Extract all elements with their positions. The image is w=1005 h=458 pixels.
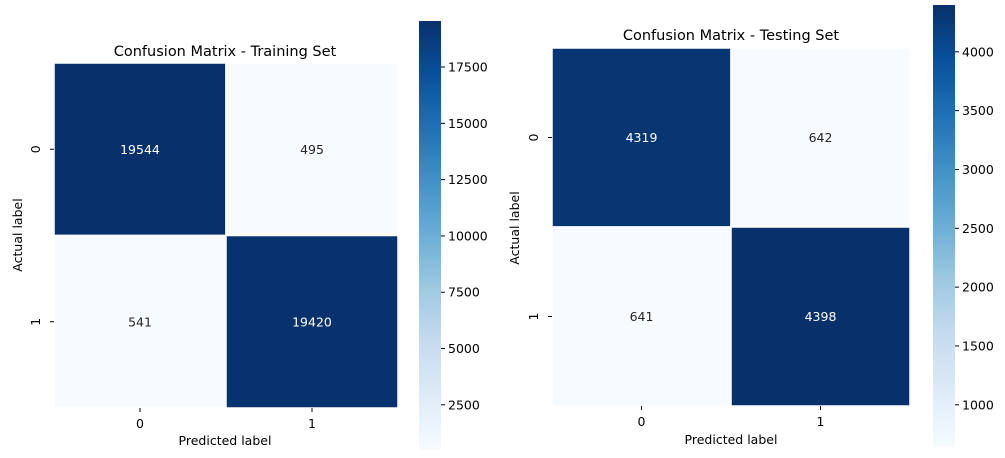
colorbar-tick-label: 4000 — [962, 44, 994, 59]
x-tick-label: 1 — [817, 414, 825, 429]
testing-colorbar-ticks: 1000 1500 2000 2500 3000 3500 4000 — [955, 44, 994, 412]
testing-colorbar — [933, 5, 955, 447]
colorbar-tick-label: 1000 — [962, 397, 994, 412]
colorbar-tick-label: 5000 — [448, 341, 480, 356]
heatmap-cell-r1-c0 — [551, 226, 732, 407]
colorbar-tick-label: 3500 — [962, 103, 994, 118]
y-tick-label: 0 — [28, 145, 43, 153]
colorbar-tick-label: 15000 — [448, 116, 488, 131]
heatmap-cell-r0-c1 — [225, 62, 399, 237]
training-y-axis-label: Actual label — [10, 198, 25, 271]
training-colorbar — [419, 21, 441, 450]
training-colorbar-ticks: 2500 5000 7500 10000 12500 15000 17500 — [441, 60, 488, 412]
training-heatmap-panel: Confusion Matrix - Training Set 19544 495… — [10, 21, 488, 450]
colorbar-tick-label: 12500 — [448, 172, 488, 187]
colorbar-tick-label: 1500 — [962, 338, 994, 353]
testing-cells: 4319 642 641 4398 — [551, 47, 911, 407]
testing-y-axis-label: Actual label — [507, 191, 522, 264]
y-tick-label: 1 — [526, 313, 541, 321]
y-tick-label: 0 — [526, 133, 541, 141]
colorbar-tick-label: 3000 — [962, 162, 994, 177]
cell-value-label: 541 — [128, 314, 152, 329]
cell-value-label: 4398 — [805, 309, 837, 324]
colorbar-tick-label: 2500 — [962, 221, 994, 236]
x-tick-label: 1 — [308, 416, 316, 431]
testing-heatmap-panel: Confusion Matrix - Testing Set 4319 642 64… — [507, 5, 994, 447]
colorbar-tick-label: 17500 — [448, 60, 488, 75]
cell-value-label: 19420 — [292, 314, 332, 329]
cell-value-label: 19544 — [120, 142, 160, 157]
cell-value-label: 642 — [809, 130, 833, 145]
heatmap-cell-r0-c1 — [730, 47, 911, 228]
testing-chart-title: Confusion Matrix - Testing Set — [623, 28, 840, 44]
y-tick-label: 1 — [28, 318, 43, 326]
x-tick-label: 0 — [638, 414, 646, 429]
cell-value-label: 4319 — [626, 130, 658, 145]
heatmap-cell-r1-c0 — [53, 234, 227, 409]
cell-value-label: 495 — [300, 142, 324, 157]
cell-value-label: 641 — [630, 309, 654, 324]
colorbar-tick-label: 2500 — [448, 397, 480, 412]
training-chart-title: Confusion Matrix - Training Set — [114, 44, 337, 60]
heatmap-cell-r0-c0 — [53, 62, 227, 237]
heatmap-cell-r1-c1 — [225, 234, 399, 409]
training-cells: 19544 495 541 19420 — [53, 62, 399, 409]
x-tick-label: 0 — [136, 416, 144, 431]
colorbar-tick-label: 2000 — [962, 280, 994, 295]
colorbar-tick-label: 7500 — [448, 285, 480, 300]
testing-y-axis: 01 — [526, 133, 552, 320]
training-y-axis: 01 — [28, 145, 54, 326]
heatmap-cell-r0-c0 — [551, 47, 732, 228]
training-x-axis-label: Predicted label — [179, 433, 272, 448]
heatmap-cell-r1-c1 — [730, 226, 911, 407]
colorbar-tick-label: 10000 — [448, 228, 488, 243]
testing-x-axis-label: Predicted label — [685, 432, 778, 447]
